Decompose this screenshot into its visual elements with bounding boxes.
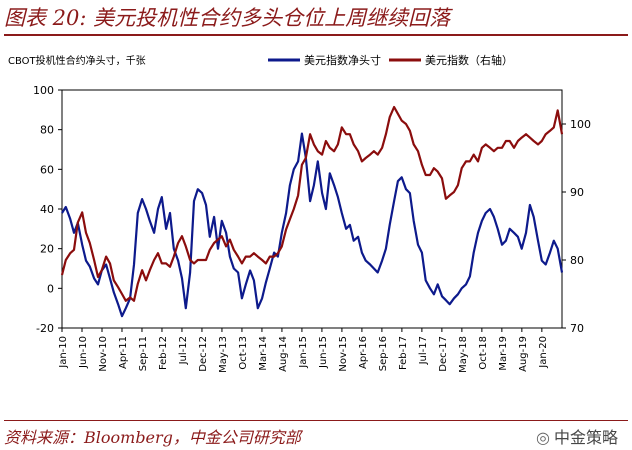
left-tick-label: 100 [33,84,54,97]
x-tick-label: Apr-16 [358,336,369,369]
x-tick-label: Oct-13 [238,336,249,370]
x-axis: Jan-10 Jun-10 Nov-10 Apr-11 Sep-11 Feb-12 Jul-… [58,328,549,373]
x-tick-label: May-13 [218,336,229,373]
x-tick-label: Mar-14 [258,336,269,371]
chart-area: CBOT投机性合约净头寸，千张 美元指数净头寸 美元指数（右轴） -20 0 20 4… [8,53,591,373]
left-tick-label: 0 [47,282,54,295]
right-tick-label: 80 [570,254,584,267]
wechat-icon: ◎ [536,428,550,447]
x-tick-label: Feb-17 [398,336,409,370]
figure-title: 图表 20: 美元投机性合约多头仓位上周继续回落 [4,6,451,30]
left-tick-label: 20 [40,243,54,256]
x-tick-label: Jan-15 [298,336,309,369]
legend: 美元指数净头寸 美元指数（右轴） [268,53,513,67]
left-axis-unit-label: CBOT投机性合约净头寸，千张 [8,54,146,67]
right-tick-label: 90 [570,186,584,199]
x-tick-label: Dec-12 [198,336,209,372]
source-note: 资料来源：Bloomberg，中金公司研究部 [4,428,301,447]
x-tick-label: Apr-11 [118,336,129,369]
x-tick-label: Mar-19 [498,336,509,371]
left-tick-label: 40 [40,203,54,216]
left-tick-label: -20 [36,322,54,335]
x-tick-label: Sep-11 [138,336,149,371]
x-tick-label: Sep-16 [378,336,389,371]
legend-label-net-position: 美元指数净头寸 [304,53,381,67]
watermark-text: 中金策略 [553,428,618,447]
legend-label-dollar-index: 美元指数（右轴） [425,53,513,67]
x-tick-label: Dec-17 [438,336,449,372]
x-tick-label: Jan-20 [538,336,549,369]
right-tick-label: 70 [570,322,584,335]
left-tick-label: 80 [40,124,54,137]
series-line-dollar-index [60,105,564,302]
right-tick-label: 100 [570,118,591,131]
x-tick-label: Oct-18 [478,336,489,370]
left-tick-label: 60 [40,163,54,176]
x-tick-label: Jul-12 [178,336,189,365]
x-tick-label: Jun-15 [318,336,329,369]
left-axis: -20 0 20 40 60 80 100 [33,84,62,335]
source-divider [4,420,628,421]
right-axis: 70 80 90 100 [562,118,591,335]
x-tick-label: Nov-10 [98,336,109,372]
x-tick-label: Jul-17 [418,336,429,365]
series-line-net-position [61,132,564,318]
x-tick-label: Aug-14 [278,336,289,372]
title-divider [4,34,628,36]
x-tick-label: Jun-10 [78,336,89,369]
x-tick-label: Feb-12 [158,336,169,370]
x-tick-label: Jan-10 [58,336,69,369]
x-tick-label: Nov-15 [338,336,349,372]
x-tick-label: Aug-19 [518,336,529,372]
watermark: ◎ 中金策略 [536,424,618,448]
x-tick-label: May-18 [458,336,469,373]
